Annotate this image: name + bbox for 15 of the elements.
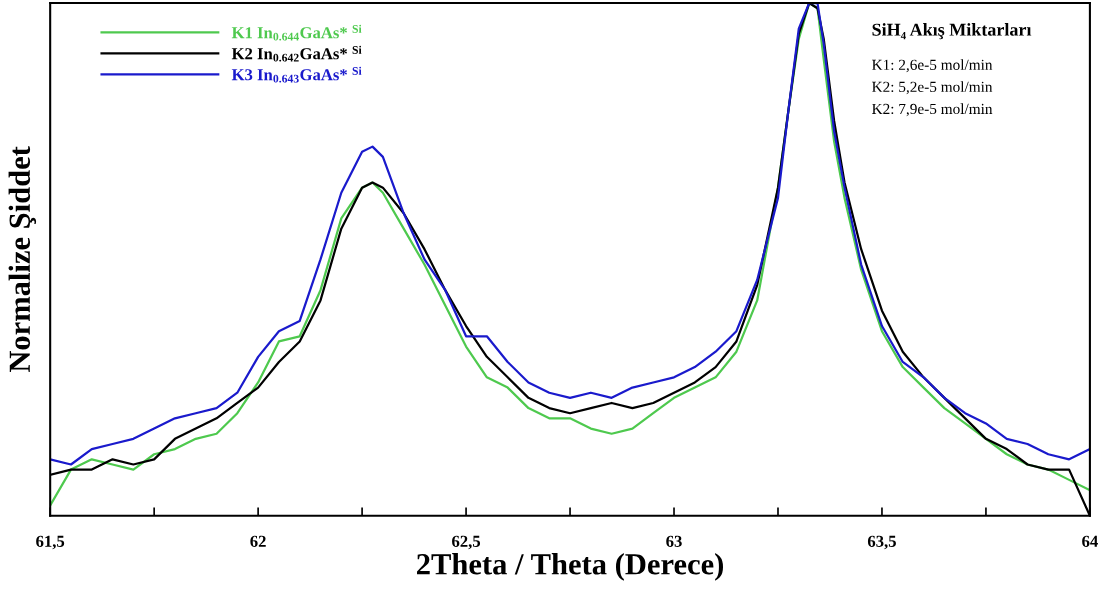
- annotation: K2: 7,9e-5 mol/min: [872, 103, 993, 117]
- x-tick-label: 62,5: [452, 535, 481, 550]
- annotation: K2: 5,2e-5 mol/min: [872, 81, 993, 95]
- x-tick-label: 63,5: [867, 535, 896, 550]
- text: K3 In$_{0.643}$GaAs* $^{Si}$: [231, 66, 362, 83]
- annotation: K1: 2,6e-5 mol/min: [872, 59, 993, 73]
- x-tick-label: 61,5: [36, 535, 65, 550]
- x-tick-label: 64: [1082, 535, 1098, 547]
- x-axis-title: 2Theta / Theta (Derece): [417, 553, 724, 581]
- annotation: SiH₄ Akış Miktarları: [872, 23, 1032, 40]
- text: K1 In$_{0.644}$GaAs* $^{Si}$: [231, 24, 362, 41]
- x-tick-label: 62: [250, 535, 266, 547]
- text: K2 In$_{0.642}$GaAs* $^{Si}$: [231, 45, 362, 62]
- y-axis-title: Normalize Şiddet: [8, 146, 37, 373]
- x-tick-label: 63: [666, 535, 682, 547]
